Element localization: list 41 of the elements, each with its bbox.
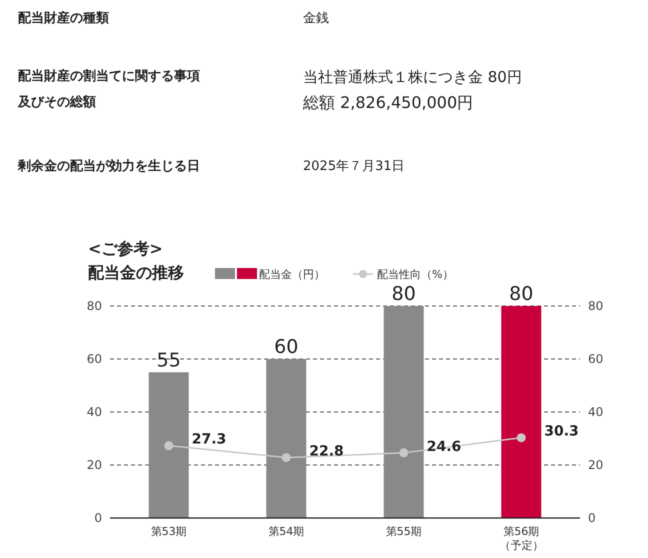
y-tick-label: 20 (86, 458, 102, 472)
data-label: 24.6 (426, 438, 462, 455)
legend-label: 配当性向（%） (377, 268, 454, 281)
x-tick-label: 第54期 (268, 525, 304, 538)
data-label: 80 (392, 283, 416, 305)
y2-tick-label: 80 (588, 299, 604, 313)
point (399, 448, 408, 458)
chart-title: 配当金の推移 (88, 263, 184, 282)
bar (384, 306, 424, 518)
text: 配当財産の種類 (18, 10, 109, 26)
point (282, 453, 291, 462)
legend-label: 配当金（円） (259, 268, 325, 281)
text: 金銭 (303, 11, 329, 26)
y2-tick-label: 0 (588, 511, 596, 525)
data-label: 27.3 (192, 432, 226, 448)
text: 当社普通株式１株につき金 80円 (303, 68, 522, 86)
text: 配当財産の割当てに関する事項及びその総額 (17, 68, 200, 110)
point (516, 433, 526, 442)
text: 剰余金の配当が効力を生じる日 (17, 158, 200, 174)
data-label: 60 (274, 336, 298, 358)
y2-tick-label: 20 (588, 458, 604, 472)
y-tick-label: 80 (86, 299, 102, 313)
bar (266, 359, 306, 518)
y-tick-label: 40 (86, 405, 102, 419)
x-tick-label: 第56期（予定） (499, 525, 544, 552)
x-tick-label: 第55期 (386, 525, 422, 538)
data-label: 80 (509, 283, 534, 305)
text: 2025年７月31日 (303, 159, 405, 174)
y-tick-label: 0 (94, 511, 102, 525)
x-tick-label: 第53期 (150, 525, 187, 538)
bar (148, 372, 189, 518)
point (164, 441, 174, 450)
chart-subtitle: <ご参考> (88, 239, 163, 258)
bar (501, 306, 542, 518)
y-tick-label: 60 (86, 352, 102, 366)
text: 総額 2,826,450,000円 (302, 93, 474, 112)
data-label: 30.3 (544, 424, 579, 440)
data-label: 55 (156, 349, 181, 372)
y2-tick-label: 40 (588, 405, 604, 419)
y2-tick-label: 60 (588, 352, 604, 366)
data-label: 22.8 (309, 444, 344, 460)
